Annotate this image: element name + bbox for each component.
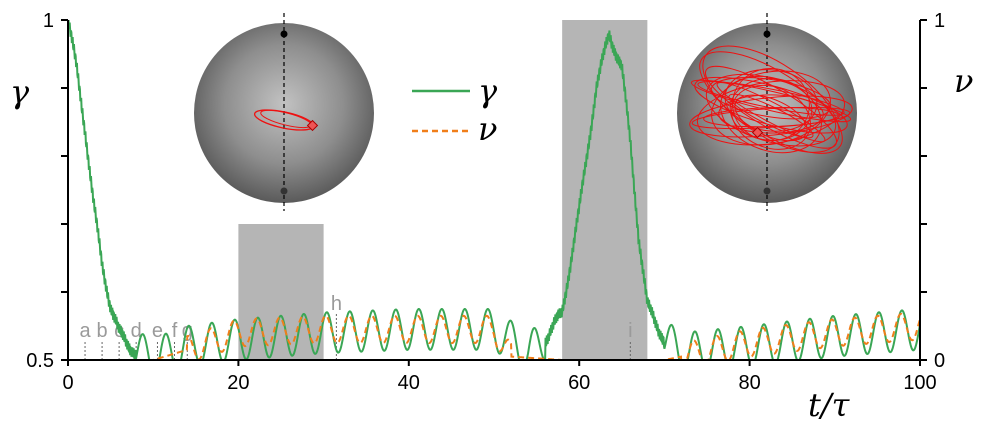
x-tick-label: 80 — [738, 372, 760, 394]
axis-ticks — [61, 19, 927, 366]
y-right-axis-label: ν — [954, 62, 973, 100]
marker-label-a: a — [79, 320, 91, 342]
y-right-tick-label: 1 — [934, 10, 945, 32]
series-group — [68, 20, 920, 360]
marker-label-d: d — [131, 320, 142, 342]
bloch-sphere-right — [677, 13, 857, 211]
marker-label-i: i — [628, 320, 632, 342]
marker-label-e: e — [152, 320, 163, 342]
y-left-axis-label: γ — [10, 73, 30, 111]
legend: γ ν — [412, 72, 498, 148]
y-left-tick-label: 1 — [43, 10, 54, 32]
legend-label-nu: ν — [478, 110, 497, 148]
marker-label-h: h — [331, 293, 342, 315]
bloch-sphere-left — [194, 13, 374, 211]
marker-label-b: b — [97, 320, 108, 342]
x-axis-label: t/τ — [808, 386, 851, 424]
x-tick-label: 40 — [398, 372, 420, 394]
x-tick-label: 0 — [62, 372, 73, 394]
legend-label-gamma: γ — [478, 72, 498, 110]
marker-lines: a b c d e f ghi — [79, 293, 633, 360]
x-tick-label: 20 — [227, 372, 249, 394]
series-line-nu — [68, 312, 920, 360]
marker-label-f: f — [172, 320, 178, 342]
x-tick-label: 60 — [568, 372, 590, 394]
series-line-gamma — [68, 20, 920, 360]
y-right-tick-label: 0 — [934, 350, 945, 372]
y-left-tick-label: 0.5 — [26, 350, 54, 372]
tick-labels: 0 20 40 60 80 100 0.5 1 0 1 — [26, 10, 945, 394]
x-tick-label: 100 — [903, 372, 936, 394]
